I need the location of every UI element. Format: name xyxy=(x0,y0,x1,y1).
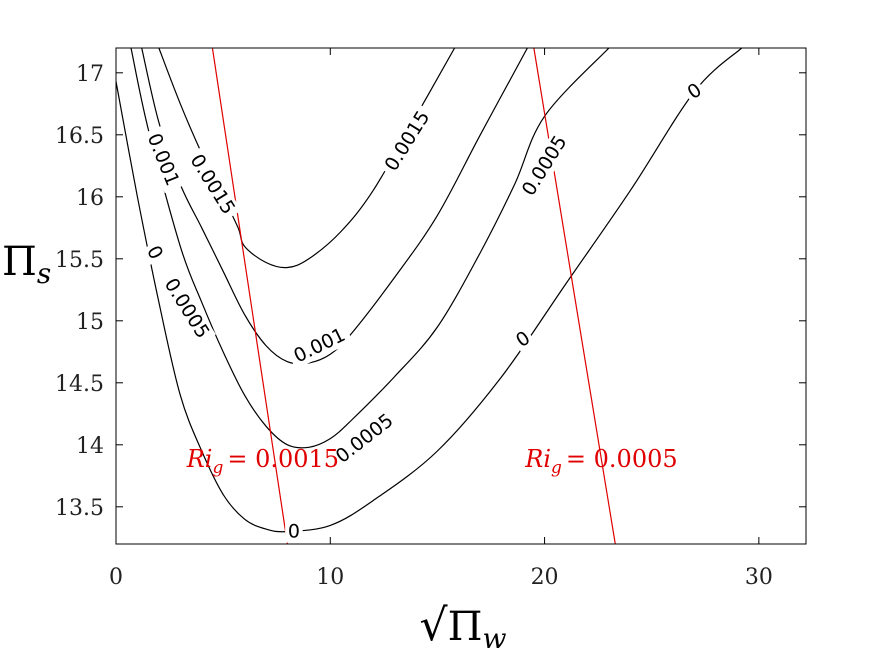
x-tick-label: 30 xyxy=(745,565,773,590)
x-axis-label-symbol: Π xyxy=(448,604,483,650)
x-tick-label: 0 xyxy=(109,565,123,590)
contour-label-group: 0.0015 xyxy=(378,103,437,179)
contour-label: 0.0005 xyxy=(332,409,398,467)
contour-line-0-001 xyxy=(141,48,528,365)
x-axis-label-subscript: w xyxy=(482,622,506,655)
y-tick-label: 13.5 xyxy=(55,496,104,521)
contour-label-group: 0.0005 xyxy=(328,406,401,471)
ri-line-0 xyxy=(211,48,289,544)
plot-frame xyxy=(115,47,807,545)
ri-label: Rig = 0.0005 xyxy=(524,445,677,478)
contour-label-group: 0.001 xyxy=(286,321,353,370)
y-axis-label-symbol: Π xyxy=(2,239,37,285)
y-tick-label: 15 xyxy=(76,310,104,335)
contour-label: 0.001 xyxy=(290,324,349,368)
axis-labels: √Πw Πs xyxy=(2,239,506,655)
contour-line-0-0005 xyxy=(130,48,610,449)
contour-label: 0 xyxy=(288,521,300,543)
ri-line-1 xyxy=(533,48,616,544)
contour-label-group: 0.001 xyxy=(141,126,186,194)
contour-label: 0.0015 xyxy=(380,107,434,175)
contour-label-group: 0 xyxy=(509,325,537,354)
y-axis-label-subscript: s xyxy=(37,257,51,290)
y-tick-label: 17 xyxy=(76,62,104,87)
x-tick-label: 20 xyxy=(531,565,559,590)
y-tick-label: 14 xyxy=(76,434,104,459)
y-tick-label: 14.5 xyxy=(55,372,104,397)
y-tick-label: 16.5 xyxy=(55,124,104,149)
contour-label-group: 0 xyxy=(140,239,169,266)
contour-label-group: 0 xyxy=(285,520,303,543)
axes: 0 10 20 30 13.5 14 14.5 15 15.5 16 16.5 17 xyxy=(55,47,807,590)
contour-label-group: 0 xyxy=(681,77,709,106)
contour-label: 0.0015 xyxy=(185,150,239,218)
contour-label: 0.0005 xyxy=(160,274,214,342)
x-tick-label: 10 xyxy=(316,565,344,590)
ri-label: Rig = 0.0015 xyxy=(186,445,339,478)
contour-label: 0.001 xyxy=(143,130,184,189)
y-tick-label: 16 xyxy=(76,186,104,211)
y-tick-label: 15.5 xyxy=(55,248,104,273)
y-axis-label: Πs xyxy=(2,239,51,290)
x-axis-label: √Πw xyxy=(420,600,507,655)
contour-label-group: 0.0005 xyxy=(515,128,574,204)
x-axis-label-radical: √ xyxy=(420,600,449,651)
contour-label: 0.0005 xyxy=(518,132,572,200)
